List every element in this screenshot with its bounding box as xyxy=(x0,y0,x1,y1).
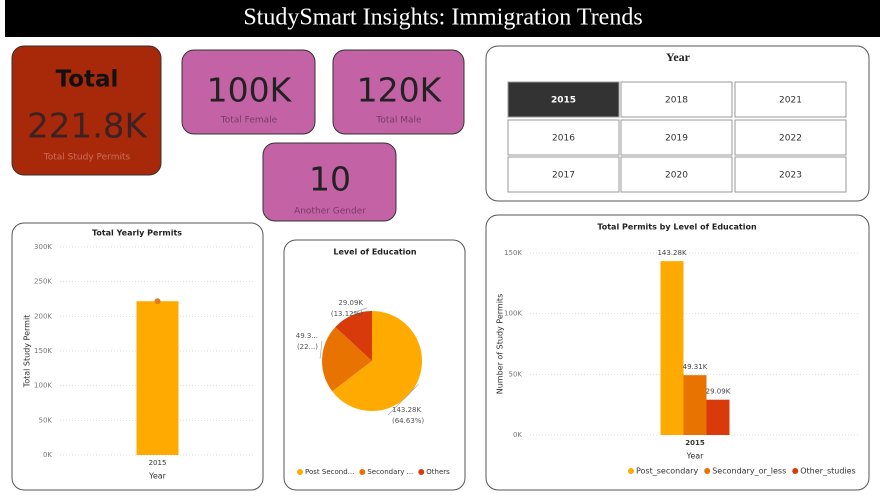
legend-swatch xyxy=(359,469,366,475)
legend-label: Secondary ... xyxy=(367,468,413,476)
bar xyxy=(683,375,707,435)
bar xyxy=(660,261,684,435)
slicer-option[interactable]: 2023 xyxy=(779,171,802,181)
y-tick-label: 300K xyxy=(34,243,52,251)
legend-swatch xyxy=(704,468,711,474)
card xyxy=(332,49,465,135)
card-label: Total Study Permits xyxy=(43,153,131,163)
card-value: 10 xyxy=(309,160,351,199)
chart-title: Total Yearly Permits xyxy=(92,229,182,238)
y-axis-label: Total Study Permit xyxy=(23,315,32,389)
x-tick-label: 2015 xyxy=(149,459,167,467)
slicer-option[interactable]: 2016 xyxy=(552,134,575,144)
y-tick-label: 150K xyxy=(504,249,522,257)
bar xyxy=(706,399,730,435)
card-value: 100K xyxy=(207,71,293,110)
y-tick-label: 200K xyxy=(34,312,52,320)
percent-label: (22...) xyxy=(297,343,318,351)
slicer-button[interactable] xyxy=(507,156,620,193)
slicer-button[interactable] xyxy=(620,119,733,156)
slicer-option[interactable]: 2020 xyxy=(665,171,688,181)
slicer-button[interactable] xyxy=(620,81,733,118)
pie-slice xyxy=(335,311,372,361)
slicer-button[interactable] xyxy=(620,156,733,193)
slicer-option[interactable]: 2022 xyxy=(779,134,802,144)
data-label: 49.3... xyxy=(296,332,318,340)
x-tick-label: 2015 xyxy=(685,439,705,447)
slicer-button[interactable] xyxy=(734,156,847,193)
card-heading: Total xyxy=(56,67,119,93)
legend-swatch xyxy=(418,469,425,475)
charts: Total Yearly Permits 0K 50K 100K 150K 200K 250… xyxy=(23,223,860,481)
y-axis-label: Number of Study Permits xyxy=(496,294,505,395)
card-value: 221.8K xyxy=(27,107,148,147)
slicer-option[interactable]: 2017 xyxy=(552,171,575,181)
header-bar xyxy=(5,0,880,37)
legend-label: Post_secondary xyxy=(636,467,698,476)
y-tick-label: 50K xyxy=(509,370,523,378)
legend-label: Secondary_or_less xyxy=(712,467,786,476)
legend-label: Others xyxy=(426,468,450,476)
percent-label: (64.63%) xyxy=(392,417,424,425)
pie-slice xyxy=(322,327,372,392)
slicer-option[interactable]: 2018 xyxy=(665,96,688,106)
x-axis-label: Year xyxy=(148,472,167,481)
chart-title: Level of Education xyxy=(333,248,417,257)
slicer-button[interactable] xyxy=(734,81,847,118)
slicer-option[interactable]: 2019 xyxy=(665,134,688,144)
slicer-options: 2015 2018 2021 2016 2019 2022 2017 2020 2023 xyxy=(507,81,847,193)
slicer-button[interactable] xyxy=(507,119,620,156)
slicer-option[interactable]: 2021 xyxy=(779,96,802,106)
x-axis-label: Year xyxy=(686,452,705,461)
slicer-button[interactable] xyxy=(507,81,620,118)
chart-title: Total Permits by Level of Education xyxy=(597,223,757,232)
leader-line xyxy=(351,307,368,314)
y-tick-label: 150K xyxy=(34,347,52,355)
y-tick-label: 0K xyxy=(513,431,522,439)
slicer-button[interactable] xyxy=(734,119,847,156)
y-tick-label: 250K xyxy=(34,278,52,286)
card-label: Total Female xyxy=(220,116,278,126)
data-label: 29.09K xyxy=(338,299,363,307)
data-label: 49.31K xyxy=(683,363,708,371)
slicer-option[interactable]: 2015 xyxy=(551,96,576,106)
legend-label: Other_studies xyxy=(800,467,855,476)
card xyxy=(181,49,316,135)
data-label: 143.28K xyxy=(657,249,686,257)
y-tick-label: 100K xyxy=(504,310,522,318)
card-label: Another Gender xyxy=(294,207,366,217)
data-label: 29.09K xyxy=(706,388,731,396)
y-tick-label: 0K xyxy=(43,451,52,459)
leader-line xyxy=(387,383,419,416)
legend-swatch xyxy=(792,468,799,474)
bar xyxy=(136,301,179,455)
pie-slice xyxy=(332,311,423,412)
y-tick-label: 100K xyxy=(34,382,52,390)
legend-swatch xyxy=(297,469,303,475)
header-title: StudySmart Insights: Immigration Trends xyxy=(243,5,642,31)
leader-line xyxy=(319,340,323,359)
card xyxy=(11,45,162,176)
legend-swatch xyxy=(628,468,634,474)
card xyxy=(262,142,397,222)
legend-label: Post Second... xyxy=(305,468,354,476)
card-value: 120K xyxy=(357,71,443,110)
card-label: Total Male xyxy=(375,116,422,126)
marker xyxy=(154,298,161,305)
slicer-title: Year xyxy=(666,50,691,64)
y-tick-label: 50K xyxy=(39,416,53,424)
data-label: 143.28K xyxy=(392,406,421,414)
percent-label: (13.12%) xyxy=(331,310,363,318)
